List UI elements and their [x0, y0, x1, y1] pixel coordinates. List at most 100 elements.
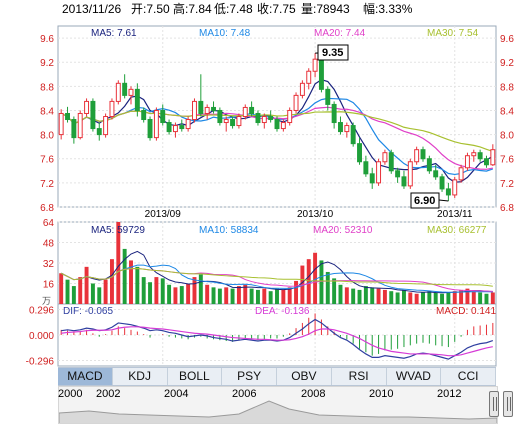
candle-body — [192, 100, 197, 121]
candle-body — [318, 58, 324, 90]
volume-bar — [217, 288, 222, 304]
candle-body — [395, 170, 401, 178]
candle-body — [280, 122, 286, 130]
legend-ma10: MA10: 7.48 — [199, 28, 251, 39]
header-volume: 量:78943 — [301, 2, 350, 16]
volume-bar — [230, 288, 235, 304]
volume-bar — [90, 283, 95, 304]
candle-body — [287, 109, 293, 124]
tab-macd[interactable]: MACD — [58, 368, 113, 385]
volume-bar — [192, 277, 197, 304]
volume-bar — [401, 289, 406, 304]
candle-body — [179, 125, 185, 130]
candle-body — [274, 119, 280, 130]
candle-body — [357, 143, 362, 163]
candle-body — [217, 109, 223, 124]
volume-bar — [490, 292, 495, 304]
volume-bar — [484, 293, 489, 304]
volume-tick: 16 — [43, 280, 55, 291]
candle-body — [363, 161, 369, 175]
price-tick-right: 7.6 — [500, 155, 514, 166]
tab-rsi[interactable]: RSI — [332, 368, 387, 385]
candle-body — [230, 119, 236, 127]
tab-obv[interactable]: OBV — [277, 368, 332, 385]
candle-body — [490, 149, 496, 166]
candle-body — [236, 116, 242, 127]
price-tick-right: 7.2 — [500, 179, 514, 190]
volume-bar — [414, 293, 419, 304]
volume-bar — [446, 292, 451, 304]
range-left-handle[interactable] — [489, 391, 499, 417]
candle-body — [109, 100, 115, 117]
vol-legend-ma30: MA30: 66277 — [427, 225, 487, 236]
candle-body — [160, 109, 166, 124]
candle-body — [122, 82, 128, 96]
candle-body — [306, 70, 312, 84]
volume-bar — [205, 284, 210, 304]
price-tick-left: 9.6 — [40, 34, 54, 45]
macd-tick: 0.296 — [29, 306, 54, 317]
tab-kdj[interactable]: KDJ — [113, 368, 168, 385]
volume-bar — [97, 287, 102, 304]
candle-body — [77, 112, 83, 139]
volume-bar — [116, 222, 121, 304]
candle-body — [211, 106, 216, 111]
x-tick-label: 2013/11 — [437, 209, 473, 220]
candle-body — [477, 152, 483, 160]
volume-bar — [376, 288, 381, 304]
volume-bar — [395, 292, 400, 304]
candle-body — [338, 122, 343, 133]
volume-bar — [287, 287, 292, 304]
tab-psy[interactable]: PSY — [222, 368, 277, 385]
tab-boll[interactable]: BOLL — [168, 368, 223, 385]
header-change: 幅:3.33% — [363, 1, 413, 16]
tab-cci[interactable]: CCI — [441, 368, 496, 385]
volume-bar — [306, 259, 311, 304]
candle-body — [153, 109, 159, 139]
vol-legend-ma10: MA10: 58834 — [199, 225, 259, 236]
candle-body — [58, 112, 64, 136]
indicator-tabs: MACD KDJ BOLL PSY OBV RSI WVAD CCI — [58, 367, 496, 386]
high-annotation: 9.35 — [315, 44, 349, 61]
volume-bar — [268, 291, 273, 304]
candle-body — [147, 119, 153, 139]
range-right-handle[interactable] — [503, 391, 513, 417]
candle-body — [382, 152, 388, 163]
vol-legend-ma5: MA5: 59729 — [91, 225, 145, 236]
tab-wvad[interactable]: WVAD — [387, 368, 442, 385]
vol-legend-ma20: MA20: 52310 — [313, 225, 373, 236]
volume-bar — [135, 266, 140, 304]
volume-bar — [65, 279, 70, 304]
timeline-navigator[interactable] — [58, 386, 498, 424]
volume-bar — [167, 284, 172, 304]
dea-line — [61, 326, 493, 357]
volume-bar — [84, 266, 89, 304]
candle-body — [445, 188, 451, 196]
low-label: 6.90 — [414, 195, 435, 207]
price-tick-right: 9.6 — [500, 34, 514, 45]
header-close: 收:7.75 — [257, 2, 296, 16]
price-tick-left: 7.6 — [40, 155, 54, 166]
volume-bar — [243, 284, 248, 304]
low-annotation: 6.90 — [410, 192, 449, 209]
header-high: 高:7.84 — [173, 1, 212, 16]
volume-bar — [344, 287, 349, 304]
volume-bar — [71, 286, 76, 304]
volume-bar — [186, 283, 191, 304]
volume-bar — [440, 293, 445, 304]
candle-body — [293, 94, 299, 111]
volume-bar — [452, 291, 457, 304]
candle-body — [268, 116, 274, 121]
candle-body — [71, 119, 77, 139]
volume-unit-label: 万 — [42, 296, 51, 306]
volume-bar — [319, 260, 324, 304]
candle-body — [65, 112, 70, 121]
volume-ma5-line — [60, 250, 493, 294]
volume-bar — [427, 291, 432, 304]
volume-bar — [471, 291, 476, 304]
volume-bar — [433, 292, 438, 304]
volume-bar — [389, 291, 394, 304]
volume-bar — [160, 278, 165, 304]
candle-body — [128, 88, 134, 96]
candle-body — [84, 100, 90, 114]
